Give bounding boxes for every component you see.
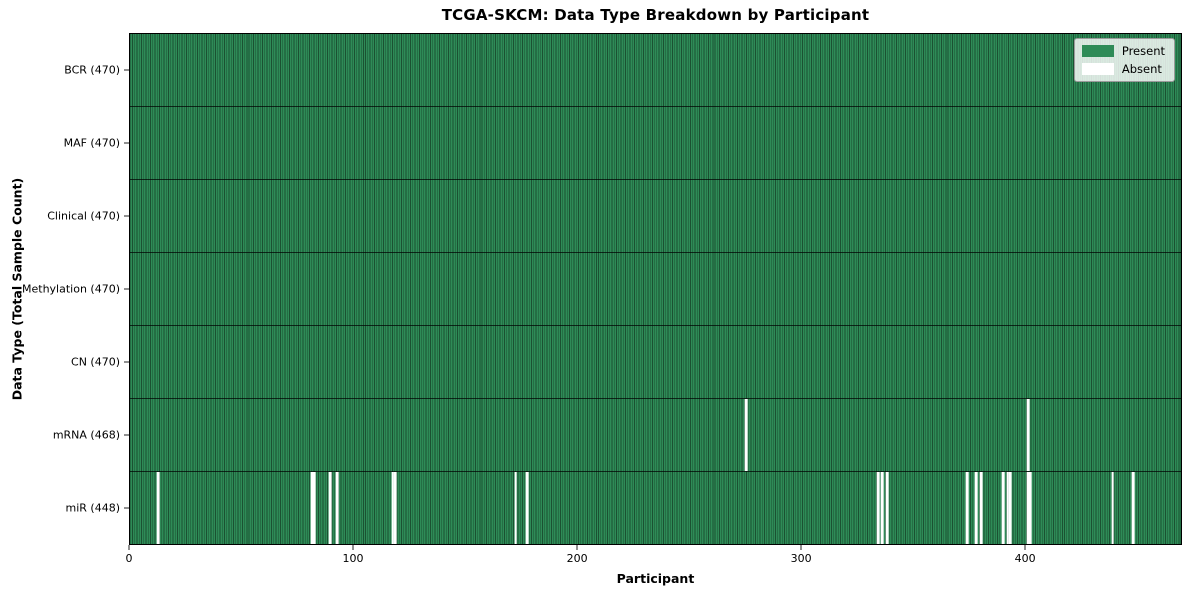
absent-cell: [393, 472, 397, 544]
absent-cell: [328, 472, 332, 544]
absent-cell: [881, 472, 884, 544]
absent-cell: [1001, 472, 1005, 544]
y-axis-tick: [124, 361, 129, 363]
y-axis-tick: [124, 142, 129, 144]
y-tick-label: Clinical (470): [47, 209, 120, 223]
absent-cell: [979, 472, 983, 544]
absent-cell: [885, 472, 889, 544]
legend-item-present: Present: [1081, 44, 1165, 58]
y-tick-label: Methylation (470): [22, 282, 120, 296]
x-axis-tick: [128, 545, 130, 550]
y-axis-tick: [124, 507, 129, 509]
absent-cell: [975, 472, 978, 544]
absent-cell: [310, 472, 314, 544]
x-tick-label: 0: [125, 552, 133, 565]
heatmap-row-mir: [130, 471, 1181, 544]
y-axis-tick: [124, 69, 129, 71]
y-tick-label: BCR (470): [64, 63, 120, 77]
heatmap-row-maf: [130, 106, 1181, 179]
absent-cell: [1111, 472, 1115, 544]
x-tick-label: 300: [790, 552, 812, 565]
absent-cell: [525, 472, 529, 544]
absent-cell: [1026, 399, 1030, 471]
x-axis-tick: [1024, 545, 1026, 550]
x-axis-tick: [352, 545, 354, 550]
x-axis-tick: [800, 545, 802, 550]
absent-cell: [1008, 472, 1012, 544]
absent-cell: [1131, 472, 1135, 544]
heatmap-row-methylation: [130, 252, 1181, 325]
absent-cell: [391, 472, 395, 544]
chart-title: TCGA-SKCM: Data Type Breakdown by Partic…: [441, 6, 870, 24]
heatmap-row-bcr: [130, 34, 1181, 106]
absent-cell: [313, 472, 316, 544]
heatmap-row-cn: [130, 325, 1181, 398]
y-tick-label: miR (448): [65, 501, 121, 515]
absent-cell: [1006, 472, 1010, 544]
x-tick-label: 200: [566, 552, 588, 565]
y-axis-tick: [124, 288, 129, 290]
absent-cell: [744, 399, 748, 471]
x-tick-label: 100: [342, 552, 364, 565]
absent-cell: [1026, 472, 1030, 544]
absent-cell: [1028, 472, 1032, 544]
legend-label-present: Present: [1121, 44, 1165, 58]
x-tick-label: 400: [1014, 552, 1036, 565]
absent-cell: [335, 472, 339, 544]
absent-cell: [156, 472, 160, 544]
y-tick-label: CN (470): [71, 355, 120, 369]
absent-cell: [514, 472, 518, 544]
x-axis-tick: [576, 545, 578, 550]
legend: Present Absent: [1073, 38, 1175, 82]
heatmap-row-mrna: [130, 398, 1181, 471]
heatmap-row-clinical: [130, 179, 1181, 252]
x-axis-label: Participant: [616, 571, 695, 586]
present-swatch-icon: [1081, 45, 1114, 57]
y-tick-label: MAF (470): [63, 136, 120, 150]
y-axis-tick: [124, 215, 129, 217]
plot-area: [129, 33, 1182, 545]
legend-label-absent: Absent: [1121, 62, 1162, 76]
absent-cell: [966, 472, 969, 544]
absent-swatch-icon: [1081, 63, 1114, 75]
y-tick-label: mRNA (468): [52, 428, 120, 442]
y-axis-tick: [124, 434, 129, 436]
absent-cell: [876, 472, 880, 544]
legend-item-absent: Absent: [1081, 62, 1165, 76]
